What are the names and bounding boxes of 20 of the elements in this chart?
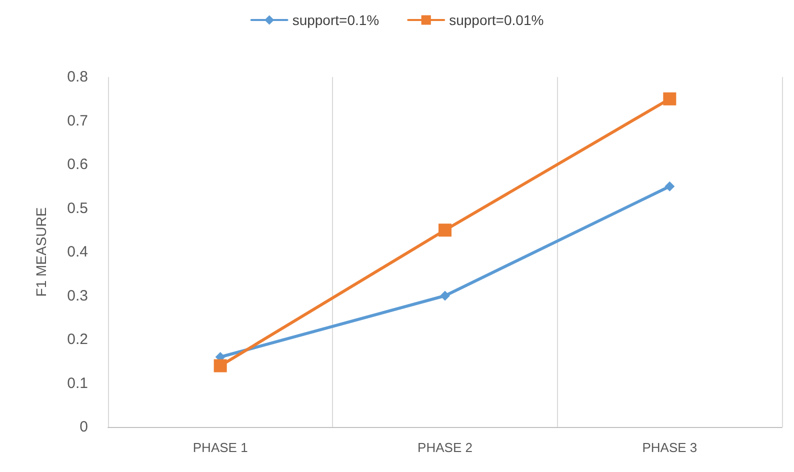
y-tick-label: 0.7 [67, 112, 88, 130]
point [663, 92, 676, 106]
y-tick-label: 0.2 [67, 331, 88, 348]
y-tick-label: 0.1 [67, 374, 88, 392]
y-tick-label: 0.6 [67, 156, 88, 173]
point [440, 290, 450, 301]
y-tick-label: 0.5 [67, 200, 88, 217]
legend-label: support=0.01% [449, 12, 544, 28]
y-tick-label: 0 [80, 418, 88, 436]
y-tick-label: 0.8 [67, 68, 88, 86]
y-tick-label: 0.4 [67, 244, 88, 260]
x-tick-label: PHASE 1 [192, 440, 248, 455]
y-axis-title: F1 MEASURE [33, 207, 49, 297]
point [214, 359, 227, 372]
y-tick-label: 0.3 [67, 287, 88, 304]
point [438, 224, 452, 237]
legend-label: support=0.1% [292, 12, 380, 28]
point [664, 181, 675, 192]
x-tick-label: PHASE 2 [418, 440, 472, 455]
x-tick-label: PHASE 3 [642, 440, 698, 455]
